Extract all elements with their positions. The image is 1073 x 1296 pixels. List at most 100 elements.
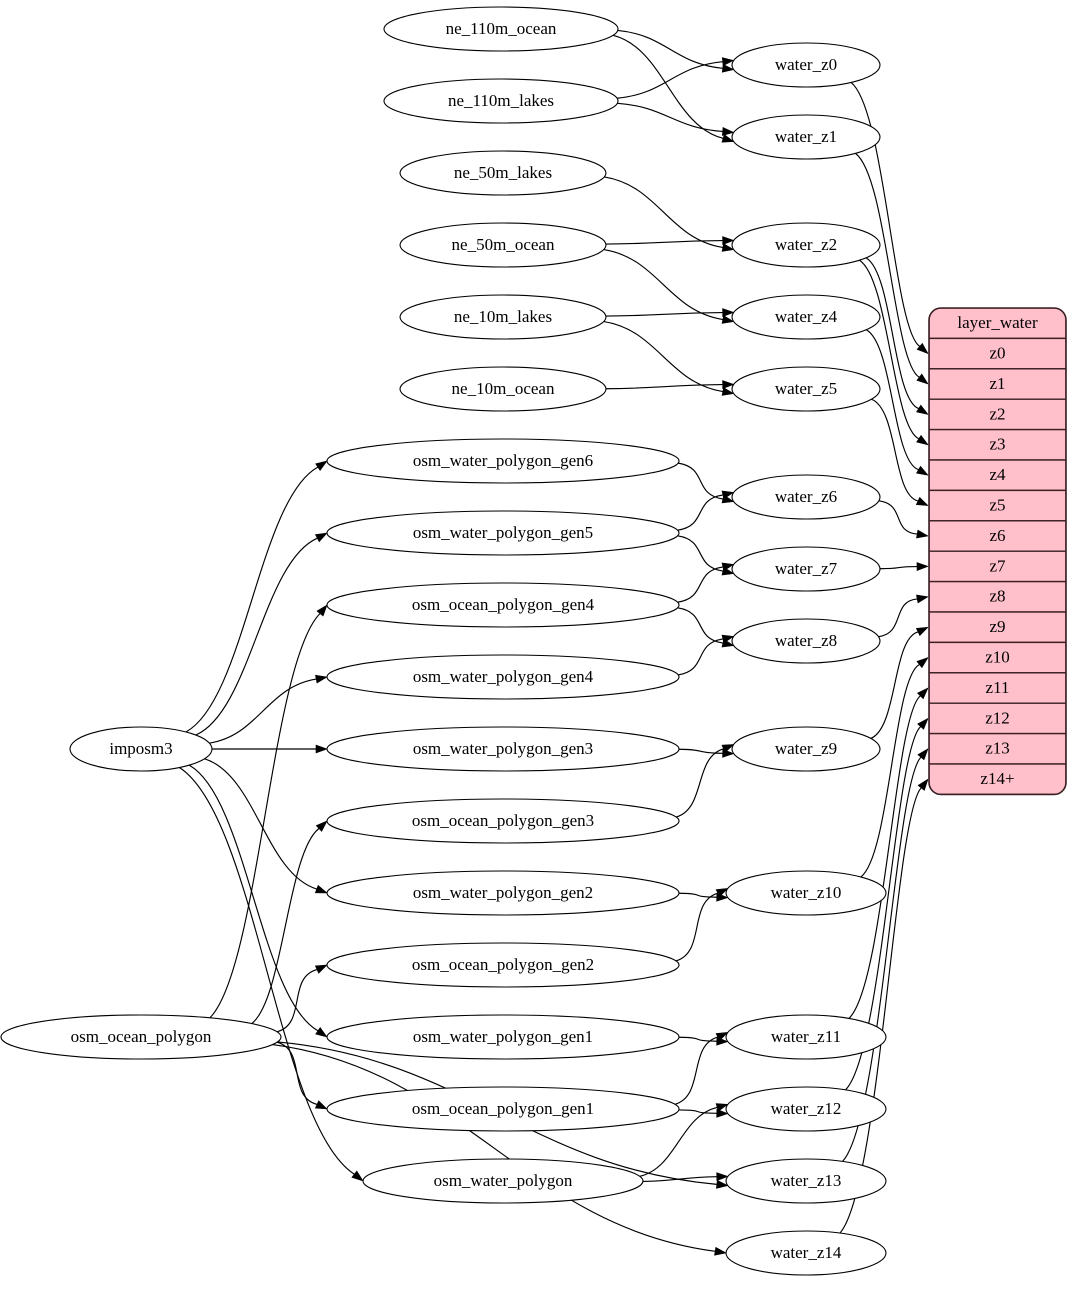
node-label-water_z1: water_z1 [775, 127, 837, 146]
edge-osm_ocean_polygon-to-osm_ocean_polygon_gen4 [209, 613, 321, 1019]
edge-osm_water_polygon_gen6-to-water_z6 [678, 462, 724, 500]
edges-layer [179, 29, 929, 1256]
table-outline [928, 307, 1067, 796]
node-water_z8[interactable]: water_z8 [731, 618, 881, 664]
node-osm_water_polygon_gen4[interactable]: osm_water_polygon_gen4 [326, 654, 680, 700]
node-shape-ne_10m_lakes [399, 294, 607, 340]
table-row-z14+[interactable] [929, 763, 1066, 795]
node-osm_water_polygon_gen2[interactable]: osm_water_polygon_gen2 [326, 870, 680, 916]
node-shape-osm_ocean_polygon [0, 1014, 282, 1060]
table-row-z0[interactable] [929, 337, 1066, 370]
arrowhead-water_z7-to-layer_water.z7 [916, 562, 929, 571]
node-shape-osm_water_polygon_gen5 [326, 510, 680, 556]
node-water_z2[interactable]: water_z2 [731, 222, 881, 268]
edge-osm_water_polygon_gen4-to-water_z8 [678, 638, 724, 676]
arrowhead-imposm3-to-osm_water_polygon_gen3 [315, 744, 328, 754]
edge-osm_water_polygon_gen5-to-water_z6 [677, 494, 723, 531]
edge-osm_ocean_polygon_gen4-to-water_z8 [677, 607, 723, 644]
node-osm_water_polygon_gen5[interactable]: osm_water_polygon_gen5 [326, 510, 680, 556]
arrowhead-osm_water_polygon-to-water_z13 [716, 1172, 729, 1182]
table-row-label-z7: z7 [989, 556, 1006, 575]
node-shape-water_z8 [731, 618, 881, 664]
node-osm_water_polygon_gen3[interactable]: osm_water_polygon_gen3 [326, 726, 680, 772]
table-row-z1[interactable] [929, 368, 1066, 400]
node-shape-water_z9 [731, 726, 881, 772]
edge-imposm3-to-osm_water_polygon_gen5 [195, 537, 318, 736]
node-water_z12[interactable]: water_z12 [725, 1086, 887, 1132]
arrowhead-water_z6-to-layer_water.z6 [916, 529, 929, 539]
node-osm_water_polygon[interactable]: osm_water_polygon [362, 1158, 644, 1204]
node-label-water_z4: water_z4 [775, 307, 838, 326]
edge-water_z5-to-layer_water.z5 [871, 398, 919, 502]
node-label-water_z0: water_z0 [775, 55, 837, 74]
node-osm_water_polygon_gen6[interactable]: osm_water_polygon_gen6 [326, 438, 680, 484]
node-osm_ocean_polygon_gen1[interactable]: osm_ocean_polygon_gen1 [326, 1086, 680, 1132]
node-shape-water_z14 [725, 1230, 887, 1276]
edge-osm_water_polygon_gen5-to-water_z7 [677, 535, 723, 572]
table-row-z13[interactable] [929, 732, 1066, 765]
node-water_z0[interactable]: water_z0 [731, 42, 881, 88]
table-row-z10[interactable] [929, 641, 1066, 674]
table-row-z8[interactable] [929, 580, 1066, 613]
node-osm_ocean_polygon_gen3[interactable]: osm_ocean_polygon_gen3 [326, 798, 680, 844]
arrowhead-imposm3-to-osm_water_polygon [351, 1170, 364, 1182]
node-label-ne_10m_ocean: ne_10m_ocean [452, 379, 555, 398]
edge-ne_10m_lakes-to-water_z4 [605, 311, 723, 317]
edge-ne_50m_ocean-to-water_z4 [603, 249, 723, 321]
arrowhead-osm_water_polygon_gen5-to-water_z6 [721, 490, 735, 500]
node-ne_110m_ocean[interactable]: ne_110m_ocean [383, 6, 619, 52]
table-row-z6[interactable] [929, 520, 1066, 552]
node-shape-water_z6 [731, 474, 881, 520]
node-water_z9[interactable]: water_z9 [731, 726, 881, 772]
node-label-osm_water_polygon_gen3: osm_water_polygon_gen3 [413, 739, 593, 758]
node-water_z13[interactable]: water_z13 [725, 1158, 887, 1204]
node-label-ne_110m_lakes: ne_110m_lakes [448, 91, 554, 110]
node-shape-water_z0 [731, 42, 881, 88]
node-water_z10[interactable]: water_z10 [725, 870, 887, 916]
node-shape-ne_10m_ocean [399, 366, 607, 412]
node-shape-osm_ocean_polygon_gen4 [326, 582, 680, 628]
arrowhead-imposm3-to-osm_water_polygon_gen1 [315, 1026, 328, 1038]
node-ne_50m_lakes[interactable]: ne_50m_lakes [399, 150, 607, 196]
node-osm_water_polygon_gen1[interactable]: osm_water_polygon_gen1 [326, 1014, 680, 1060]
node-shape-osm_water_polygon_gen6 [326, 438, 680, 484]
node-water_z1[interactable]: water_z1 [731, 114, 881, 160]
node-ne_10m_ocean[interactable]: ne_10m_ocean [399, 366, 607, 412]
node-water_z7[interactable]: water_z7 [731, 546, 881, 592]
table-row-z11[interactable] [929, 672, 1066, 704]
table-row-label-z12: z12 [985, 708, 1010, 727]
edge-ne_10m_ocean-to-water_z5 [605, 383, 723, 390]
table-row-z2[interactable] [929, 398, 1066, 431]
arrowhead-osm_ocean_polygon-to-osm_ocean_polygon_gen2 [314, 964, 328, 974]
edge-osm_ocean_polygon_gen3-to-water_z9 [675, 748, 724, 818]
edge-water_z11-to-layer_water.z11 [848, 695, 921, 1019]
node-ne_110m_lakes[interactable]: ne_110m_lakes [383, 78, 619, 124]
edge-water_z0-to-layer_water.z0 [850, 81, 921, 347]
arrowhead-osm_ocean_polygon-to-water_z14 [714, 1246, 727, 1256]
node-imposm3[interactable]: imposm3 [69, 726, 213, 772]
node-shape-water_z10 [725, 870, 887, 916]
table-row-label-z2: z2 [989, 404, 1005, 423]
node-water_z5[interactable]: water_z5 [731, 366, 881, 412]
arrowhead-water_z10-to-layer_water.z10 [916, 657, 929, 669]
edge-water_z6-to-layer_water.z6 [878, 500, 918, 535]
node-shape-osm_ocean_polygon_gen2 [326, 942, 680, 988]
edge-water_z12-to-layer_water.z12 [845, 726, 922, 1091]
table-row-label-z13: z13 [985, 739, 1010, 758]
node-osm_ocean_polygon[interactable]: osm_ocean_polygon [0, 1014, 282, 1060]
node-water_z4[interactable]: water_z4 [731, 294, 881, 340]
arrowhead-osm_ocean_polygon-to-osm_ocean_polygon_gen4 [316, 604, 328, 617]
node-osm_ocean_polygon_gen2[interactable]: osm_ocean_polygon_gen2 [326, 942, 680, 988]
node-water_z14[interactable]: water_z14 [725, 1230, 887, 1276]
node-water_z6[interactable]: water_z6 [731, 474, 881, 520]
edge-water_z7-to-layer_water.z7 [879, 565, 918, 570]
arrowhead-water_z5-to-layer_water.z5 [915, 496, 929, 506]
arrowhead-water_z14-to-layer_water.z14+ [917, 778, 929, 791]
table-row-label-z10: z10 [985, 648, 1010, 667]
node-ne_10m_lakes[interactable]: ne_10m_lakes [399, 294, 607, 340]
node-water_z11[interactable]: water_z11 [725, 1014, 887, 1060]
node-ne_50m_ocean[interactable]: ne_50m_ocean [399, 222, 607, 268]
node-osm_ocean_polygon_gen4[interactable]: osm_ocean_polygon_gen4 [326, 582, 680, 628]
edge-osm_ocean_polygon-to-osm_ocean_polygon_gen3 [251, 828, 320, 1024]
node-shape-osm_ocean_polygon_gen3 [326, 798, 680, 844]
